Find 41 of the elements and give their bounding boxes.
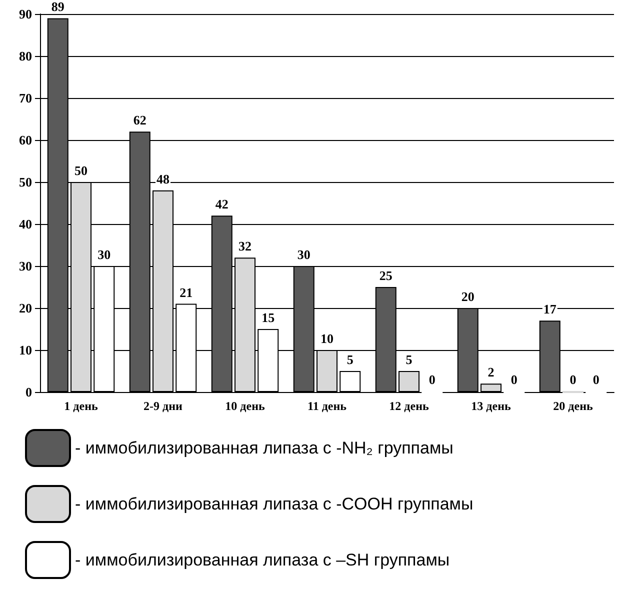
data-label: 30 [297,247,310,262]
data-label: 15 [262,310,276,325]
data-label: 32 [238,238,252,254]
data-label: 21 [180,284,193,300]
data-label: 0 [570,372,576,387]
x-tick-label: 1 день [64,399,98,413]
x-tick-label: 12 день [389,399,430,413]
y-tick-label: 70 [19,90,32,106]
data-label: 25 [379,268,393,283]
data-label: 10 [320,331,334,346]
x-tick-label: 2-9 дни [144,399,183,413]
data-label: 20 [461,289,474,304]
y-tick-label: 90 [19,6,32,22]
x-tick-label: 20 день [553,399,594,413]
y-tick-label: 0 [26,384,32,400]
data-label: 5 [406,352,413,367]
x-tick-label: 10 день [225,399,266,413]
data-label: 0 [592,372,600,387]
data-label: 17 [543,302,557,317]
y-tick-label: 80 [19,48,32,64]
data-label: 2 [488,364,494,380]
y-tick-label: 50 [19,174,32,190]
data-label: 50 [74,163,88,178]
y-tick-label: 60 [19,132,32,148]
x-tick-label: 11 день [308,399,348,413]
legend-label: - иммобилизированная липаза с –SH группамы [75,550,450,570]
data-label: 0 [428,372,436,387]
y-tick-label: 20 [19,300,32,316]
legend-label: - иммобилизированная липаза с -COOH группамы [75,494,474,514]
y-tick-label: 30 [19,258,32,274]
data-label: 30 [98,247,111,262]
data-label: 48 [156,171,170,186]
data-label: 5 [346,352,354,367]
data-label: 42 [215,196,228,212]
data-label: 89 [51,0,65,14]
data-label: 62 [133,112,146,128]
y-tick-label: 10 [19,342,32,358]
legend-label: - иммобилизированная липаза с -NH₂ группамы [75,438,454,458]
x-tick-label: 13 день [471,399,512,413]
y-tick-label: 40 [19,216,32,232]
data-label: 0 [510,372,518,387]
